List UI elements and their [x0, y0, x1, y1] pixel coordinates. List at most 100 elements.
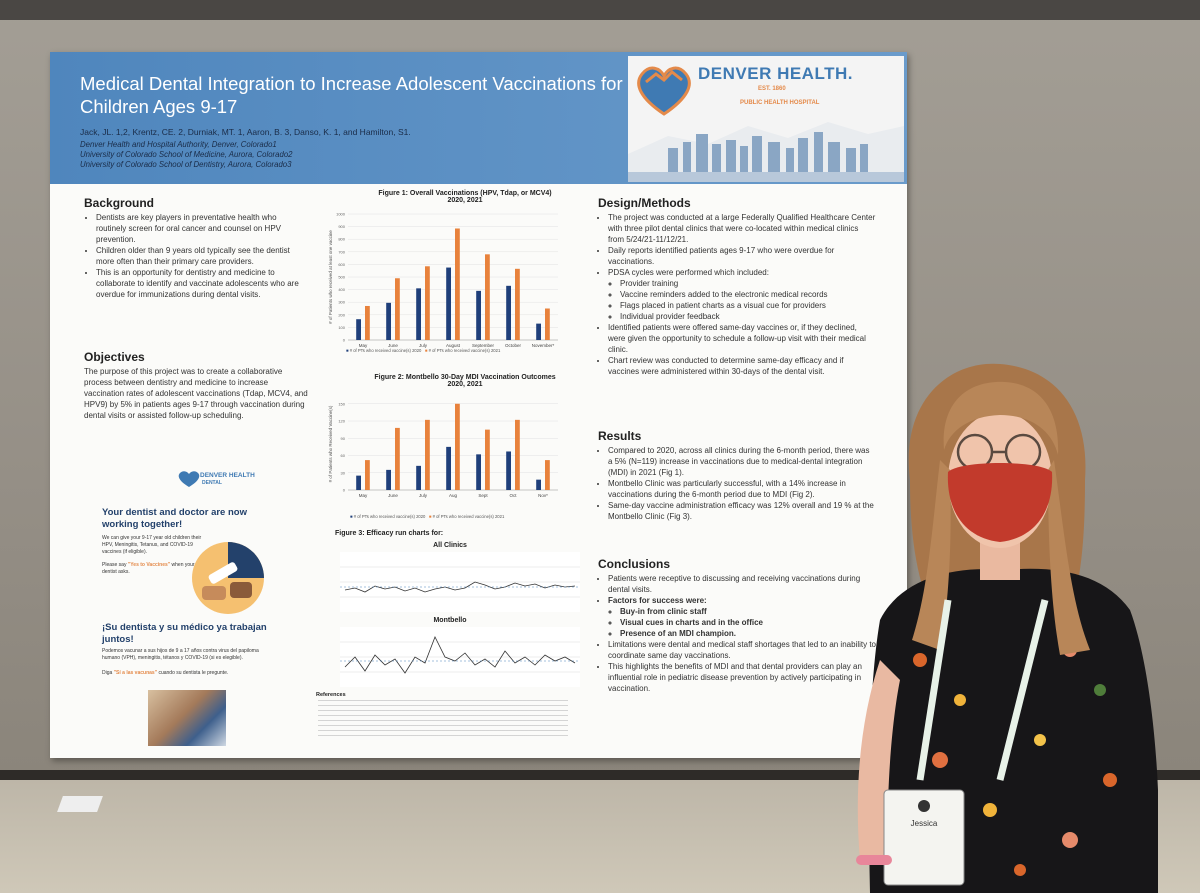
conclusions-bullet: This highlights the benefits of MDI and …: [608, 661, 876, 694]
y-tick-label: 90: [341, 436, 346, 441]
poster-affiliations: Denver Health and Hospital Authority, De…: [80, 140, 293, 170]
design-heading: Design/Methods: [598, 196, 691, 210]
bar: [416, 288, 421, 340]
flyer-si-label: "Sí a las vacunas": [113, 670, 158, 676]
flyer-ask-en: Please say "Yes to Vaccines" when your d…: [102, 562, 202, 576]
y-tick-label: 600: [338, 262, 345, 267]
y-tick-label: 400: [338, 287, 345, 292]
success-factor: Visual cues in charts and in the office: [620, 617, 876, 628]
bar: [485, 429, 490, 490]
results-bullet: Same-day vaccine administration efficacy…: [608, 500, 876, 522]
results-heading: Results: [598, 429, 642, 443]
figure1-title-line2: 2020, 2021: [447, 197, 483, 204]
y-axis-label: # of Patients who received at least one …: [328, 230, 333, 324]
bar: [356, 475, 361, 490]
flyer-logo-text: DENVER HEALTH: [200, 472, 255, 479]
legend-2020: # of PTs who received vaccine(s) 2020: [353, 514, 426, 519]
figure1-title-line1: Figure 1: Overall Vaccinations (HPV, Tda…: [378, 190, 552, 197]
y-tick-label: 300: [338, 300, 345, 305]
objectives-text: The purpose of this project was to creat…: [84, 367, 308, 420]
y-tick-label: 800: [338, 237, 345, 242]
design-sub-bullet: Flags placed in patient charts as a visu…: [620, 300, 876, 311]
conclusions-bullet: Factors for success were: Buy-in from cl…: [608, 595, 876, 639]
figure2-title-line2: 2020, 2021: [447, 381, 483, 388]
conclusions-bullet-text: Factors for success were:: [608, 596, 707, 605]
x-tick-label: June: [388, 493, 398, 498]
y-tick-label: 120: [338, 419, 345, 424]
affiliation-2: University of Colorado School of Medicin…: [80, 150, 293, 159]
x-tick-label: May: [359, 493, 368, 498]
design-bullet-text: PDSA cycles were performed which include…: [608, 268, 769, 277]
design-sub-bullet: Vaccine reminders added to the electroni…: [620, 289, 876, 300]
bar: [395, 278, 400, 340]
bar: [485, 254, 490, 340]
bar: [425, 266, 430, 340]
x-tick-label: October: [505, 343, 522, 348]
heart-logo-icon: [178, 471, 200, 487]
conclusions-bullet: Patients were receptive to discussing an…: [608, 573, 876, 595]
flyer-photo: [148, 690, 226, 746]
design-bullet: Identified patients were offered same-da…: [608, 322, 876, 355]
references-label: References: [316, 692, 346, 698]
flyer: DENVER HEALTH DENTAL Your dentist and do…: [84, 462, 284, 752]
legend-2021: # of PTs who received vaccine(s) 2021: [428, 348, 501, 353]
bar: [515, 268, 520, 340]
figure3-subtitle-all: All Clinics: [433, 542, 467, 549]
bar: [545, 308, 550, 340]
floor-paper: [57, 796, 103, 812]
poster: Medical Dental Integration to Increase A…: [50, 52, 907, 758]
poster-banner: Medical Dental Integration to Increase A…: [50, 52, 907, 184]
y-tick-label: 500: [338, 275, 345, 280]
bar: [536, 479, 541, 490]
run-chart-montbello: [340, 627, 580, 687]
figure1-title: Figure 1: Overall Vaccinations (HPV, Tda…: [320, 190, 610, 204]
background-text: Dentists are key players in preventative…: [86, 212, 306, 300]
success-factor: Presence of an MDI champion.: [620, 628, 876, 639]
x-tick-label: September: [472, 343, 495, 348]
x-tick-label: August: [446, 343, 461, 348]
figure3-subtitle-montbello: Montbello: [433, 617, 467, 624]
bar: [395, 427, 400, 490]
design-bullet: Chart review was conducted to determine …: [608, 355, 876, 377]
run-chart-all-clinics: [340, 552, 580, 612]
bar: [506, 451, 511, 490]
legend-swatch-2021: ■: [424, 348, 428, 353]
design-bullet: The project was conducted at a large Fed…: [608, 212, 876, 245]
success-factor: Buy-in from clinic staff: [620, 606, 876, 617]
figure3-title: Figure 3: Efficacy run charts for:: [335, 530, 444, 537]
conclusions-bullet: Limitations were dental and medical staf…: [608, 639, 876, 661]
denver-health-logo-panel: DENVER HEALTH. EST. 1860 PUBLIC HEALTH H…: [628, 56, 904, 182]
results-bullet: Compared to 2020, across all clinics dur…: [608, 445, 876, 478]
design-bullet: Daily reports identified patients ages 9…: [608, 245, 876, 267]
background-bullet: This is an opportunity for dentistry and…: [96, 267, 306, 300]
figure1-chart: 0 100 200 300 400 500 600 700 800 900 1000 # of Pat…: [328, 212, 558, 348]
vaccine-illustration-icon: [192, 542, 264, 614]
figure2-chart: 0 30 60 90 120 150 # of Patients who Received …: [328, 401, 558, 498]
results-bullet: Montbello Clinic was particularly succes…: [608, 478, 876, 500]
affiliation-1: Denver Health and Hospital Authority, De…: [80, 140, 277, 149]
conclusions-text: Patients were receptive to discussing an…: [598, 573, 876, 694]
y-tick-label: 60: [341, 453, 346, 458]
x-tick-label: Aug: [449, 493, 458, 498]
bar: [425, 419, 430, 490]
flyer-ask-es: Diga "Sí a las vacunas" cuando su dentis…: [102, 670, 267, 677]
bar: [476, 454, 481, 490]
flyer-headline-en: Your dentist and doctor are now working …: [102, 507, 247, 530]
ceiling-beam: [0, 0, 1200, 20]
y-tick-label: 30: [341, 470, 346, 475]
flyer-headline-es: ¡Su dentista y su médico ya trabajan jun…: [102, 622, 267, 645]
y-tick-label: 0: [343, 488, 346, 493]
flyer-ask-pre: Please say: [102, 562, 127, 568]
bar: [545, 460, 550, 490]
y-tick-label: 900: [338, 224, 345, 229]
flyer-body-en: We can give your 9-17 year old children …: [102, 535, 202, 555]
bar: [515, 419, 520, 490]
flyer-yes-label: "Yes to Vaccines": [127, 562, 171, 568]
logo-established: EST. 1860: [758, 86, 786, 92]
conclusions-heading: Conclusions: [598, 557, 671, 571]
flyer-logo-sub: DENTAL: [202, 480, 222, 486]
badge-name: Jessica: [911, 819, 938, 828]
x-tick-label: June: [388, 343, 398, 348]
poster-authors: Jack, JL. 1,2, Krentz, CE. 2, Durniak, M…: [80, 127, 411, 137]
design-text: The project was conducted at a large Fed…: [598, 212, 876, 377]
